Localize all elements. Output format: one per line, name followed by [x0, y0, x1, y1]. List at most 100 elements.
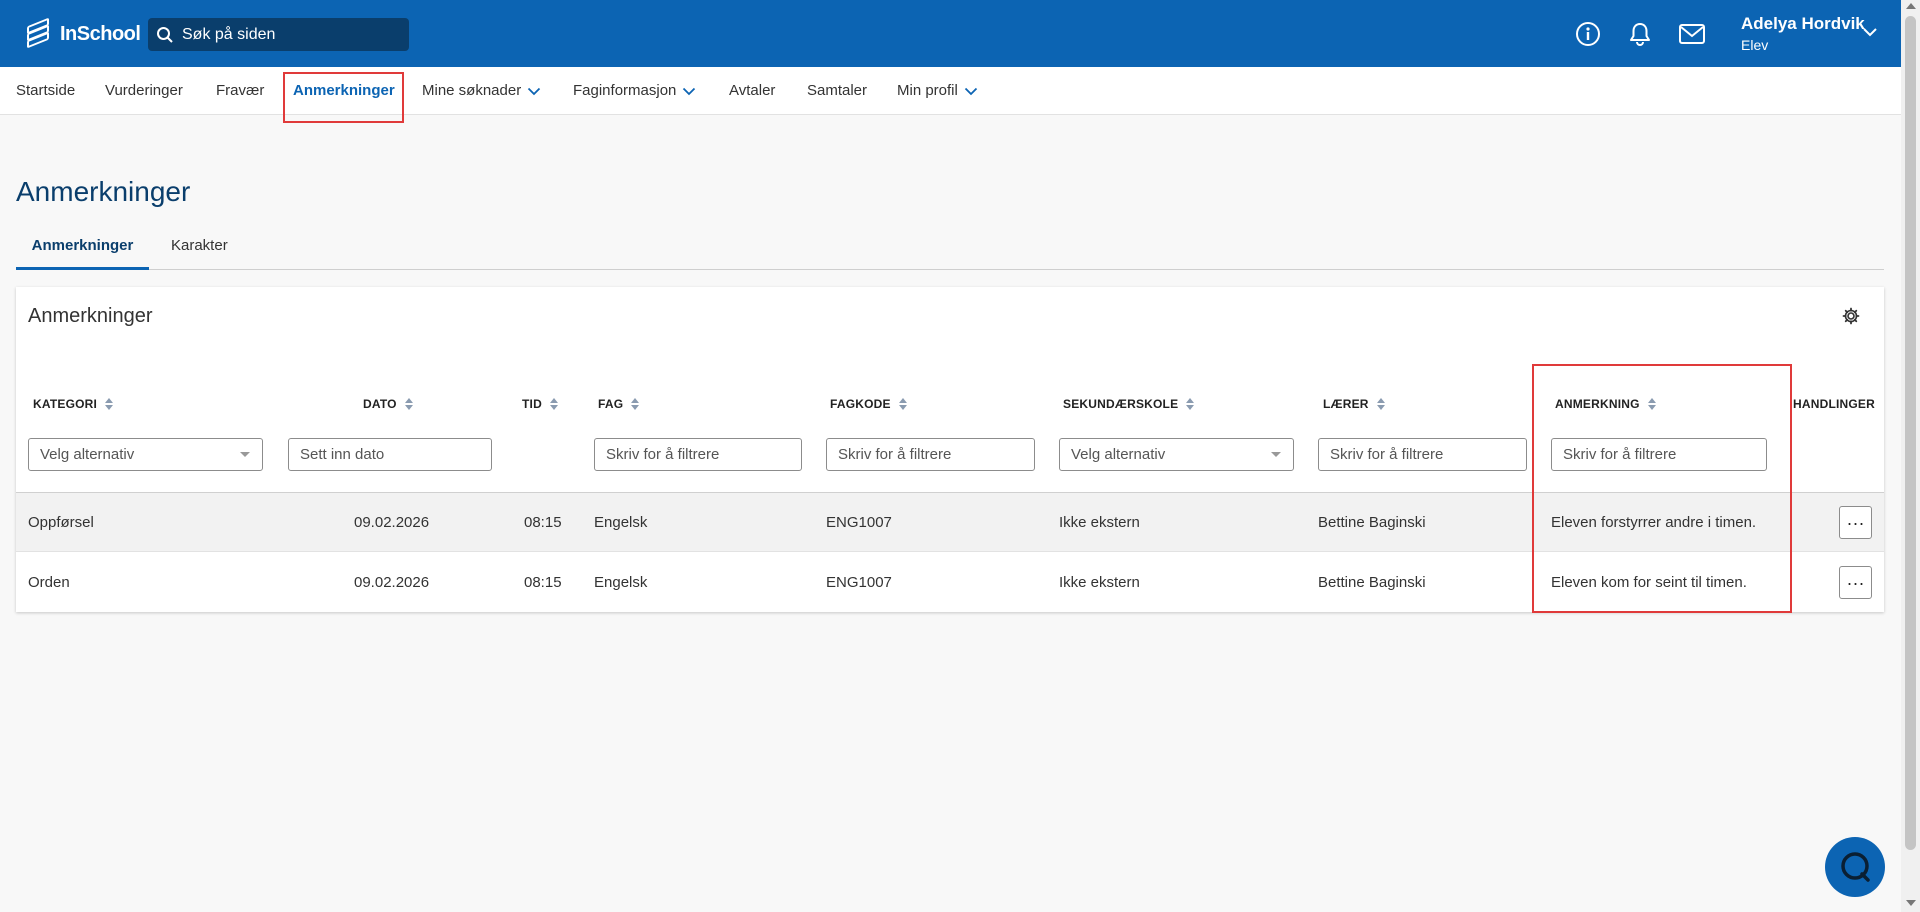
table-row: Oppførsel 09.02.2026 08:15 Engelsk ENG10… [16, 493, 1884, 552]
nav-item-fravaer[interactable]: Fravær [216, 67, 264, 115]
main-nav: Startside Vurderinger Fravær Anmerkninge… [0, 67, 1901, 115]
anmerkning-filter-input[interactable] [1551, 438, 1767, 471]
col-header-sekundaerskole[interactable]: SEKUNDÆRSKOLE [1063, 397, 1195, 411]
col-header-fagkode[interactable]: FAGKODE [830, 397, 907, 411]
cell-sekundaerskole: Ikke ekstern [1059, 574, 1140, 591]
cell-fag: Engelsk [594, 514, 648, 531]
cell-sekundaerskole: Ikke ekstern [1059, 514, 1140, 531]
tab-karakter[interactable]: Karakter [171, 237, 228, 254]
sort-icon [1376, 398, 1385, 410]
chevron-down-icon [964, 87, 977, 95]
cell-fag: Engelsk [594, 574, 648, 591]
kategori-filter-select[interactable]: Velg alternativ [28, 438, 263, 471]
cell-laerer: Bettine Baginski [1318, 514, 1426, 531]
cell-kategori: Oppførsel [28, 514, 94, 531]
logo-icon [24, 17, 54, 49]
scroll-up-arrow-icon[interactable] [1906, 3, 1916, 9]
cell-tid: 08:15 [524, 574, 562, 591]
inschool-logo[interactable]: InSchool [24, 17, 141, 50]
site-search[interactable] [148, 18, 409, 51]
col-header-fag[interactable]: FAG [598, 397, 640, 411]
row-actions-button[interactable]: ··· [1839, 506, 1872, 539]
nav-label: Vurderinger [105, 82, 183, 99]
top-header: InSchool Adelya Hordvik Elev [0, 0, 1901, 67]
scroll-thumb[interactable] [1905, 16, 1916, 850]
search-input[interactable] [182, 25, 402, 44]
col-label: LÆRER [1323, 397, 1369, 411]
sort-icon [1186, 398, 1195, 410]
col-label: TID [522, 397, 542, 411]
remarks-card: Anmerkninger KATEGORI DATO TID FAG FAGKO… [16, 287, 1884, 612]
select-value: Velg alternativ [1071, 446, 1166, 463]
chevron-down-icon [683, 87, 696, 95]
cell-dato: 09.02.2026 [354, 574, 430, 591]
col-label: SEKUNDÆRSKOLE [1063, 397, 1179, 411]
nav-item-avtaler[interactable]: Avtaler [729, 67, 775, 115]
col-header-anmerkning[interactable]: ANMERKNING [1555, 397, 1656, 411]
user-name: Adelya Hordvik [1741, 14, 1865, 33]
user-role: Elev [1741, 37, 1769, 53]
col-label: DATO [363, 397, 397, 411]
col-label: FAG [598, 397, 624, 411]
nav-label: Mine søknader [422, 82, 522, 99]
sort-icon [1647, 398, 1656, 410]
user-menu[interactable]: Adelya Hordvik Elev [1741, 14, 1865, 53]
gear-icon[interactable] [1842, 307, 1860, 330]
bell-icon[interactable] [1626, 20, 1654, 48]
chat-support-button[interactable] [1825, 837, 1885, 897]
nav-item-mine-soknader[interactable]: Mine søknader [422, 67, 541, 115]
info-icon[interactable] [1574, 20, 1602, 48]
page-scrollbar[interactable] [1901, 0, 1920, 912]
select-value: Velg alternativ [40, 446, 135, 463]
chat-bubble-icon [1841, 852, 1870, 882]
nav-item-anmerkninger[interactable]: Anmerkninger [293, 67, 395, 115]
chevron-down-icon [528, 87, 541, 95]
table-row: Orden 09.02.2026 08:15 Engelsk ENG1007 I… [16, 553, 1884, 612]
laerer-filter-input[interactable] [1318, 438, 1527, 471]
nav-item-faginformasjon[interactable]: Faginformasjon [573, 67, 696, 115]
nav-item-samtaler[interactable]: Samtaler [807, 67, 867, 115]
column-highlight-box [1532, 364, 1792, 613]
fag-filter-input[interactable] [594, 438, 802, 471]
logo-text: InSchool [60, 22, 141, 45]
col-header-tid[interactable]: TID [522, 397, 558, 411]
nav-item-startside[interactable]: Startside [16, 67, 75, 115]
col-header-dato[interactable]: DATO [363, 397, 413, 411]
nav-item-vurderinger[interactable]: Vurderinger [105, 67, 183, 115]
nav-highlight-box [283, 72, 404, 123]
nav-label: Faginformasjon [573, 82, 677, 99]
cell-anmerkning: Eleven forstyrrer andre i timen. [1551, 514, 1757, 531]
dato-filter-input[interactable] [288, 438, 492, 471]
col-header-laerer[interactable]: LÆRER [1323, 397, 1385, 411]
mail-icon[interactable] [1678, 20, 1706, 48]
tab-bar: Anmerkninger Karakter [16, 228, 1884, 270]
tab-anmerkninger[interactable]: Anmerkninger [16, 228, 149, 270]
search-icon [157, 26, 173, 43]
cell-tid: 08:15 [524, 514, 562, 531]
cell-dato: 09.02.2026 [354, 514, 430, 531]
col-header-handlinger: HANDLINGER [1793, 397, 1875, 411]
chevron-down-icon[interactable] [1862, 24, 1878, 42]
sekundaerskole-filter-select[interactable]: Velg alternativ [1059, 438, 1294, 471]
nav-label: Samtaler [807, 82, 868, 99]
row-actions-button[interactable]: ··· [1839, 566, 1872, 599]
table-divider [16, 492, 1884, 493]
nav-label: Fravær [216, 82, 265, 99]
sort-icon [898, 398, 907, 410]
sort-icon [549, 398, 558, 410]
caret-down-icon [240, 452, 250, 457]
col-header-kategori[interactable]: KATEGORI [33, 397, 114, 411]
nav-item-min-profil[interactable]: Min profil [897, 67, 978, 115]
nav-label: Startside [16, 82, 76, 99]
sort-icon [105, 398, 114, 410]
col-label: HANDLINGER [1793, 397, 1875, 411]
cell-fagkode: ENG1007 [826, 574, 892, 591]
card-title: Anmerkninger [28, 305, 153, 327]
fagkode-filter-input[interactable] [826, 438, 1035, 471]
scroll-down-arrow-icon[interactable] [1906, 900, 1916, 906]
cell-fagkode: ENG1007 [826, 514, 892, 531]
cell-anmerkning: Eleven kom for seint til timen. [1551, 574, 1747, 591]
page-title: Anmerkninger [16, 176, 191, 207]
sort-icon [404, 398, 413, 410]
nav-label: Avtaler [729, 82, 776, 99]
